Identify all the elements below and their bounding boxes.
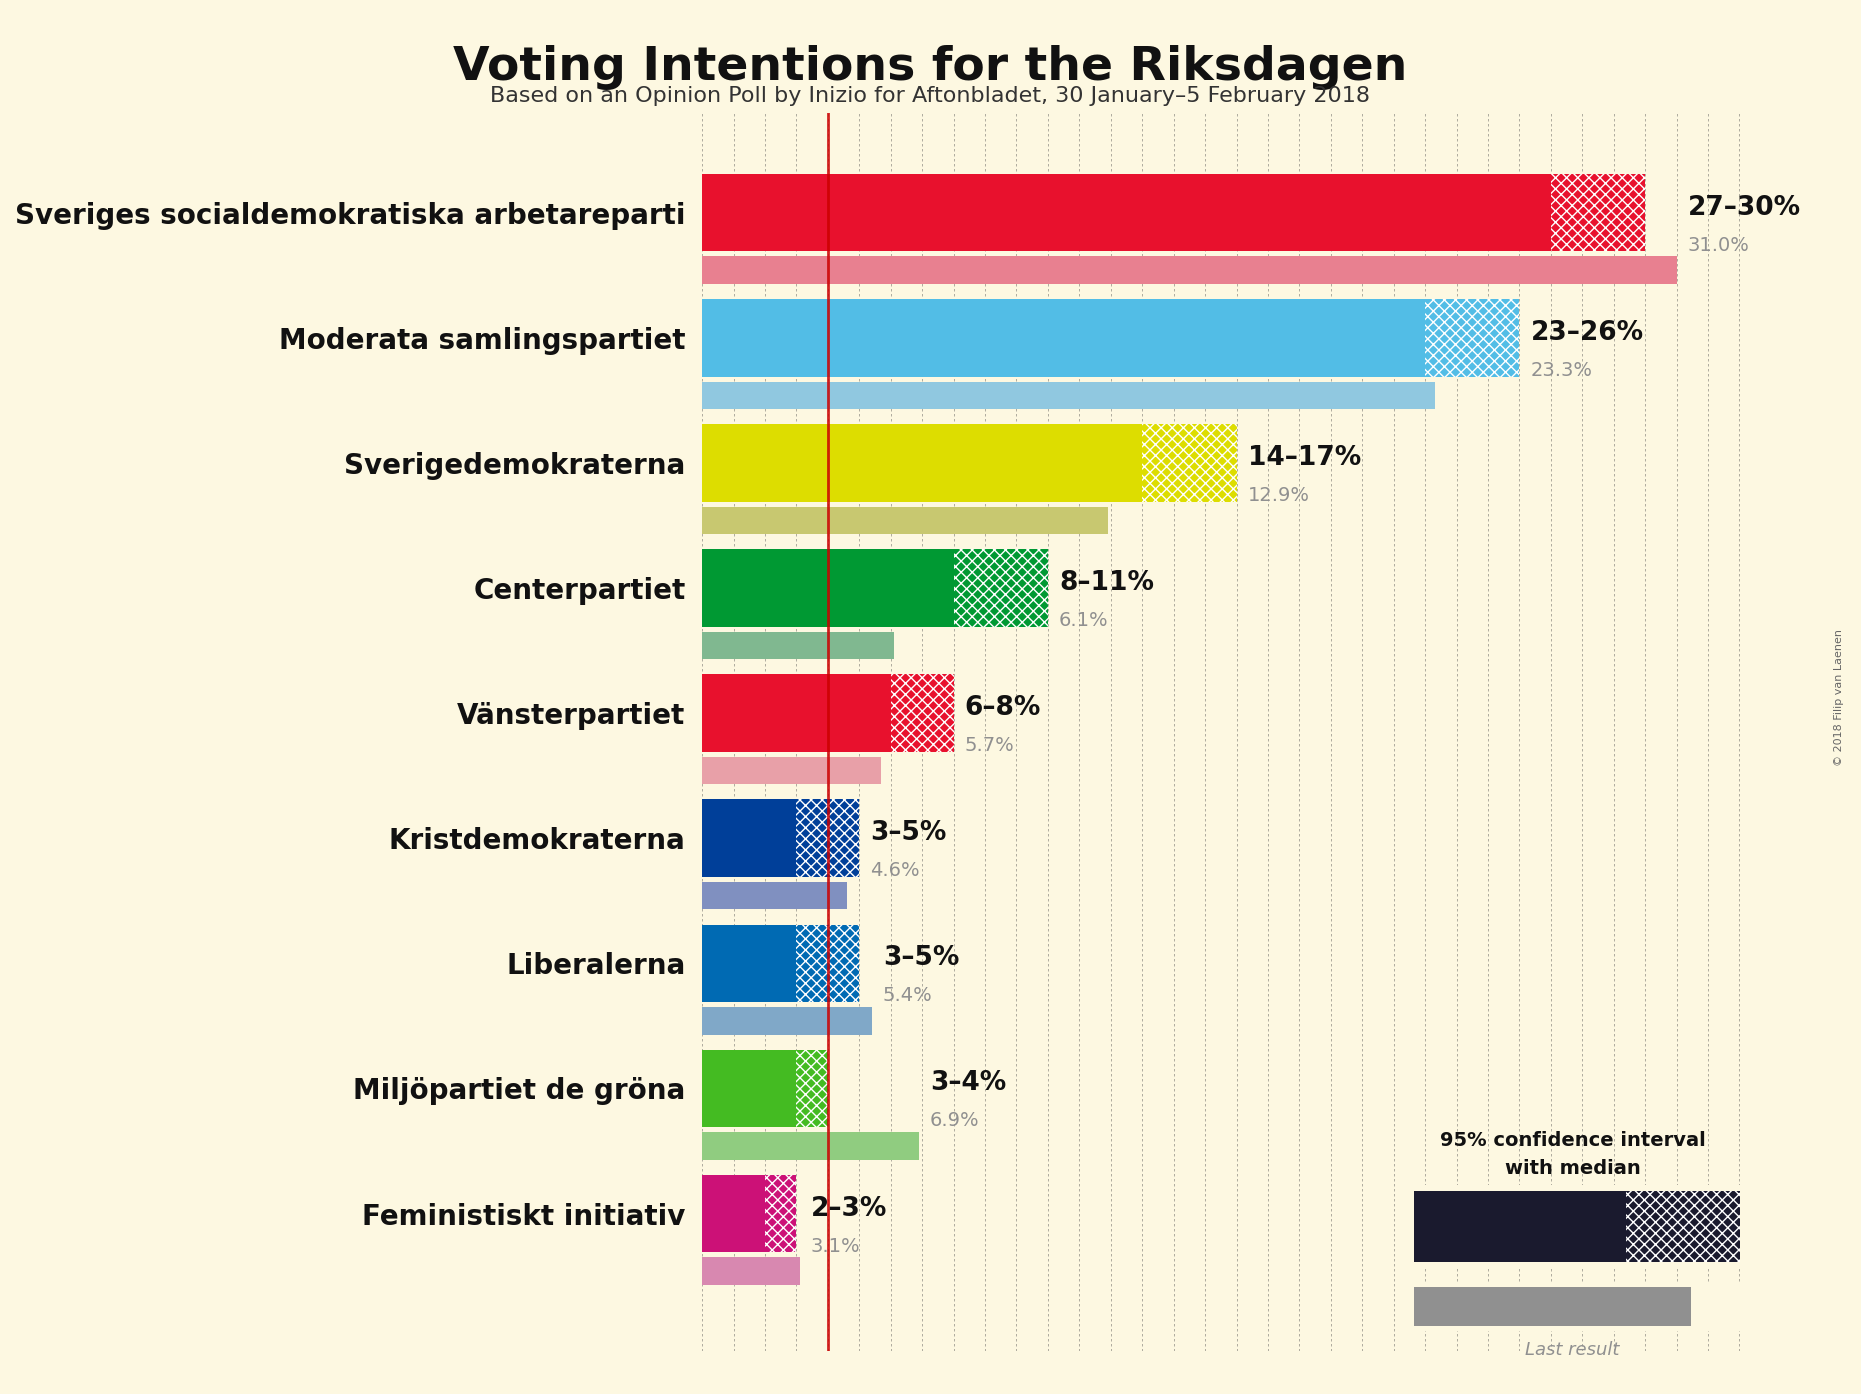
Text: 5.7%: 5.7% — [964, 736, 1014, 756]
Bar — [702, 1050, 797, 1128]
Bar — [702, 174, 1550, 251]
Text: 3–4%: 3–4% — [930, 1071, 1007, 1097]
Text: 3.1%: 3.1% — [811, 1236, 860, 1256]
Text: Last result: Last result — [1526, 1341, 1619, 1359]
Text: 6–8%: 6–8% — [964, 696, 1040, 721]
Text: 14–17%: 14–17% — [1247, 445, 1360, 471]
Bar — [891, 675, 953, 751]
Bar — [797, 799, 860, 877]
Bar — [702, 1257, 800, 1285]
Text: 23–26%: 23–26% — [1530, 319, 1643, 346]
Bar — [702, 382, 1435, 408]
Bar — [702, 799, 797, 877]
Bar — [1426, 298, 1519, 376]
Bar — [765, 1175, 797, 1252]
Text: 3–5%: 3–5% — [871, 820, 947, 846]
Bar — [702, 506, 1107, 534]
Bar — [702, 1175, 765, 1252]
Text: 12.9%: 12.9% — [1247, 487, 1310, 505]
Text: 2–3%: 2–3% — [811, 1196, 888, 1221]
Text: 8–11%: 8–11% — [1059, 570, 1154, 597]
Bar — [797, 1050, 828, 1128]
Text: with median: with median — [1506, 1158, 1640, 1178]
Text: Based on an Opinion Poll by Inizio for Aftonbladet, 30 January–5 February 2018: Based on an Opinion Poll by Inizio for A… — [491, 86, 1370, 106]
Text: 27–30%: 27–30% — [1688, 195, 1801, 220]
Text: 4.6%: 4.6% — [871, 861, 919, 880]
Text: 31.0%: 31.0% — [1688, 236, 1749, 255]
Bar — [1550, 174, 1645, 251]
Text: © 2018 Filip van Laenen: © 2018 Filip van Laenen — [1833, 629, 1844, 765]
Bar — [702, 1006, 873, 1034]
Bar — [702, 298, 1426, 376]
Bar — [702, 631, 893, 659]
Bar — [1414, 1190, 1627, 1263]
Bar — [1414, 1288, 1692, 1327]
Bar — [702, 882, 847, 909]
Bar — [1143, 424, 1236, 502]
Bar — [702, 1132, 919, 1160]
Bar — [702, 757, 882, 785]
Text: Voting Intentions for the Riksdagen: Voting Intentions for the Riksdagen — [454, 45, 1407, 89]
Bar — [797, 924, 860, 1002]
Text: 5.4%: 5.4% — [882, 987, 932, 1005]
Bar — [702, 924, 797, 1002]
Bar — [702, 549, 953, 627]
Bar — [702, 256, 1677, 284]
Text: 23.3%: 23.3% — [1530, 361, 1593, 379]
Text: 95% confidence interval: 95% confidence interval — [1440, 1131, 1705, 1150]
Bar — [1627, 1190, 1740, 1263]
Text: 6.1%: 6.1% — [1059, 611, 1109, 630]
Bar — [953, 549, 1048, 627]
Text: 3–5%: 3–5% — [882, 945, 958, 972]
Bar — [702, 675, 891, 751]
Text: 6.9%: 6.9% — [930, 1111, 979, 1131]
Bar — [702, 424, 1143, 502]
